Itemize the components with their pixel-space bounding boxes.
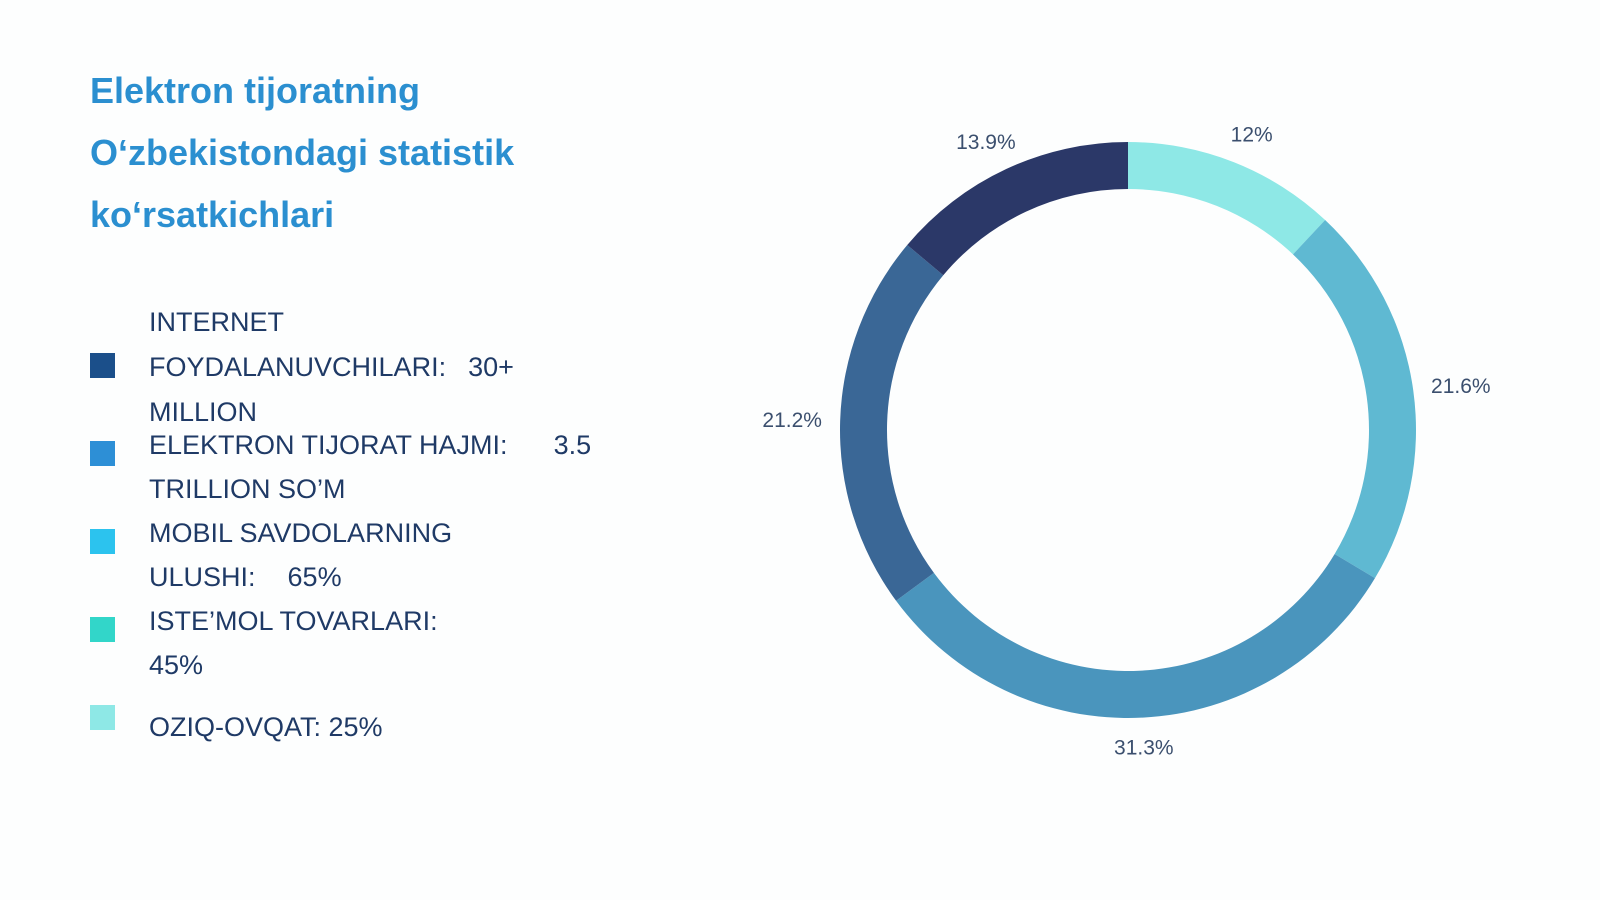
legend-value: 30+ bbox=[468, 352, 514, 382]
slice-label: 21.6% bbox=[1431, 375, 1491, 398]
legend-line: INTERNET bbox=[149, 307, 284, 337]
donut-slice bbox=[907, 142, 1128, 276]
legend-line: OZIQ-OVQAT: 25% bbox=[149, 712, 383, 742]
donut-slice bbox=[840, 245, 944, 601]
legend-line-label: ULUSHI: bbox=[149, 562, 256, 592]
slide-title: Elektron tijoratning O‘zbekistondagi sta… bbox=[90, 60, 610, 246]
legend-swatch bbox=[90, 705, 115, 730]
legend-line: FOYDALANUVCHILARI: 30+ bbox=[149, 345, 514, 390]
legend-value: 3.5 bbox=[553, 430, 592, 460]
donut-chart-svg: 12% 21.6% 31.3% 21.2% 13.9% bbox=[762, 123, 1491, 760]
legend-line-label: ELEKTRON TIJORAT HAJMI: bbox=[149, 430, 508, 460]
donut-slice bbox=[1128, 142, 1326, 255]
donut-slice bbox=[1292, 220, 1416, 579]
legend-swatch bbox=[90, 441, 115, 466]
legend: INTERNET FOYDALANUVCHILARI: 30+ MILLION E… bbox=[0, 0, 700, 900]
title-line-2: O‘zbekistondagi statistik bbox=[90, 132, 515, 173]
legend-text: ELEKTRON TIJORAT HAJMI: 3.5 TRILLION SO’M bbox=[149, 423, 591, 511]
legend-value: 65% bbox=[287, 562, 342, 592]
legend-line: ULUSHI: 65% bbox=[149, 555, 452, 599]
legend-swatch bbox=[90, 617, 115, 642]
legend-line: 45% bbox=[149, 650, 204, 680]
legend-line: ELEKTRON TIJORAT HAJMI: 3.5 bbox=[149, 423, 591, 467]
legend-text: ISTE’MOL TOVARLARI: 45% bbox=[149, 599, 438, 687]
donut-chart: 12% 21.6% 31.3% 21.2% 13.9% bbox=[700, 0, 1600, 900]
legend-swatch bbox=[90, 529, 115, 554]
slice-label: 21.2% bbox=[762, 409, 822, 432]
slice-label: 31.3% bbox=[1114, 737, 1174, 760]
legend-text: MOBIL SAVDOLARNING ULUSHI: 65% bbox=[149, 511, 452, 599]
slice-label: 13.9% bbox=[956, 131, 1016, 154]
legend-text: OZIQ-OVQAT: 25% bbox=[149, 705, 383, 750]
title-line-1: Elektron tijoratning bbox=[90, 70, 421, 111]
legend-line-label: FOYDALANUVCHILARI: bbox=[149, 352, 447, 382]
legend-text: INTERNET FOYDALANUVCHILARI: 30+ MILLION bbox=[149, 300, 514, 435]
legend-line: MILLION bbox=[149, 397, 258, 427]
legend-line: ISTE’MOL TOVARLARI: bbox=[149, 606, 438, 636]
donut-slice bbox=[896, 553, 1375, 719]
title-line-3: ko‘rsatkichlari bbox=[90, 194, 335, 235]
legend-swatch bbox=[90, 353, 115, 378]
slice-label: 12% bbox=[1231, 123, 1273, 146]
legend-line: TRILLION SO’M bbox=[149, 474, 346, 504]
legend-line: MOBIL SAVDOLARNING bbox=[149, 518, 453, 548]
